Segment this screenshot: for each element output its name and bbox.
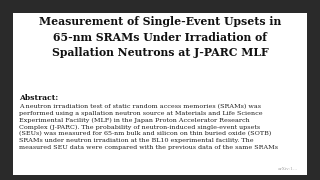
Text: A neutron irradiation test of static random access memories (SRAMs) was
performe: A neutron irradiation test of static ran… — [19, 104, 278, 150]
Text: Abstract:: Abstract: — [19, 94, 59, 102]
FancyBboxPatch shape — [13, 13, 307, 175]
Text: arXiv:1...: arXiv:1... — [277, 167, 298, 171]
Text: Measurement of Single-Event Upsets in
65-nm SRAMs Under Irradiation of
Spallatio: Measurement of Single-Event Upsets in 65… — [39, 16, 281, 58]
